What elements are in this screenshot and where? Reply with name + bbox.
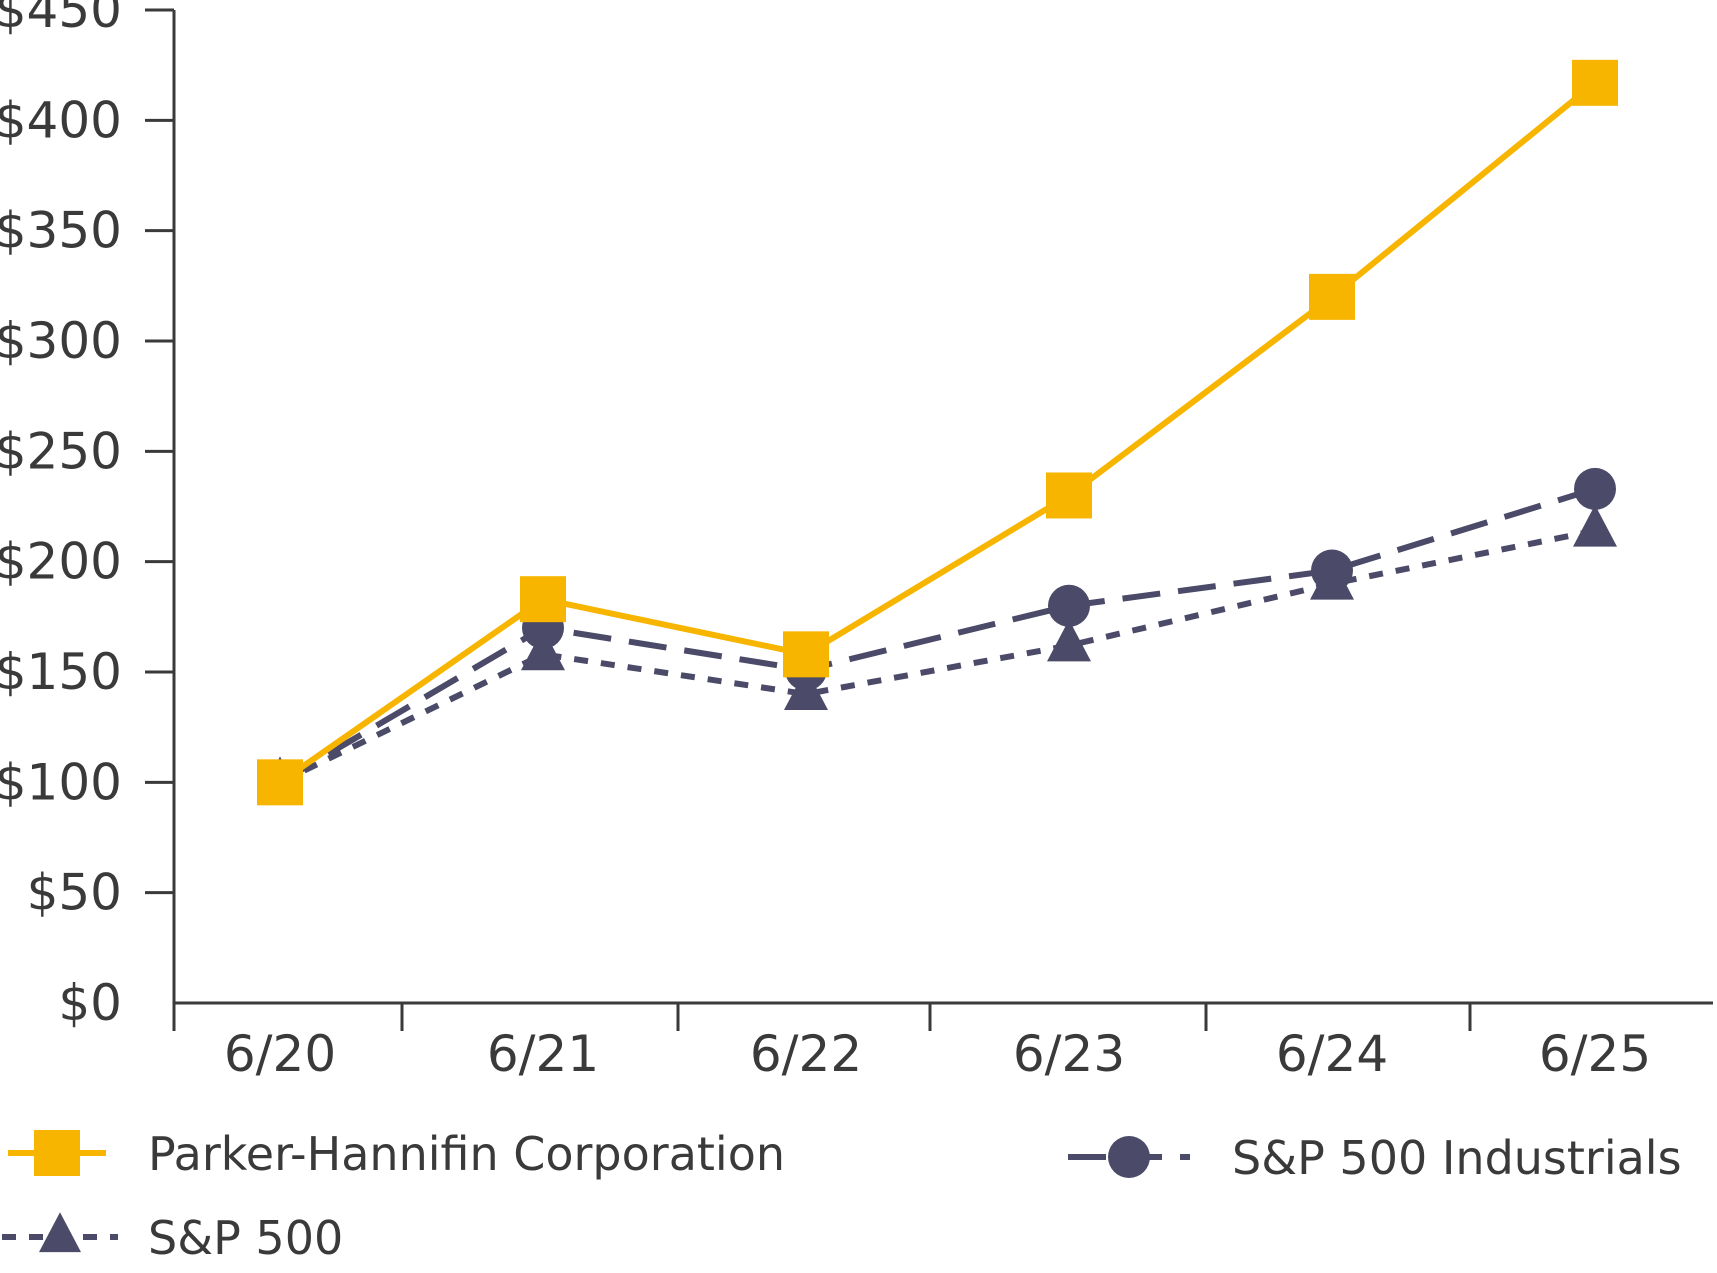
y-tick-label: $150 (0, 643, 122, 701)
x-tick-label: 6/24 (1276, 1025, 1388, 1083)
data-point (1574, 467, 1616, 510)
legend-marker (1108, 1136, 1150, 1178)
data-point (520, 576, 566, 623)
x-tick-label: 6/20 (224, 1025, 336, 1083)
data-point (1048, 584, 1090, 627)
y-tick-label: $0 (58, 974, 122, 1032)
x-tick-label: 6/25 (1539, 1025, 1651, 1083)
data-point (1309, 273, 1355, 320)
legend-item-2: S&P 500 (2, 1211, 343, 1265)
data-point (783, 631, 829, 678)
legend-marker (34, 1130, 80, 1176)
legend-marker (39, 1212, 81, 1253)
data-point (1046, 472, 1092, 519)
data-point (1311, 549, 1353, 592)
legend-label: S&P 500 (148, 1211, 343, 1265)
legend-label: Parker-Hannifin Corporation (148, 1127, 785, 1181)
legend-label: S&P 500 Industrials (1232, 1131, 1682, 1185)
data-point (1047, 619, 1091, 662)
data-point (1572, 59, 1618, 106)
legend-item-0: Parker-Hannifin Corporation (8, 1127, 785, 1181)
series-0 (257, 59, 1618, 806)
x-tick-label: 6/23 (1013, 1025, 1125, 1083)
legend-item-1: S&P 500 Industrials (1068, 1131, 1682, 1185)
legend: Parker-Hannifin Corporation S&P 500 Indus… (2, 1127, 1682, 1265)
series-1 (259, 467, 1616, 804)
y-tick-label: $300 (0, 312, 122, 370)
y-tick-label: $450 (0, 0, 122, 39)
data-point (257, 759, 303, 806)
y-tick-label: $250 (0, 422, 122, 480)
y-tick-label: $100 (0, 753, 122, 811)
y-tick-label: $50 (27, 864, 122, 922)
x-tick-label: 6/22 (750, 1025, 862, 1083)
data-point (521, 628, 565, 671)
series-2 (258, 504, 1617, 799)
axes: $0 $50 $100 $150 $200 $250 $300 $350 $400 $450 6/2… (0, 0, 1713, 1083)
series-line (278, 80, 1597, 785)
series-layer (257, 59, 1618, 806)
data-point (1573, 504, 1617, 547)
y-tick-label: $400 (0, 91, 122, 149)
y-tick-label: $350 (0, 202, 122, 260)
x-tick-label: 6/21 (487, 1025, 599, 1083)
y-tick-label: $200 (0, 533, 122, 591)
series-line (278, 485, 1596, 785)
series-line (278, 527, 1596, 786)
